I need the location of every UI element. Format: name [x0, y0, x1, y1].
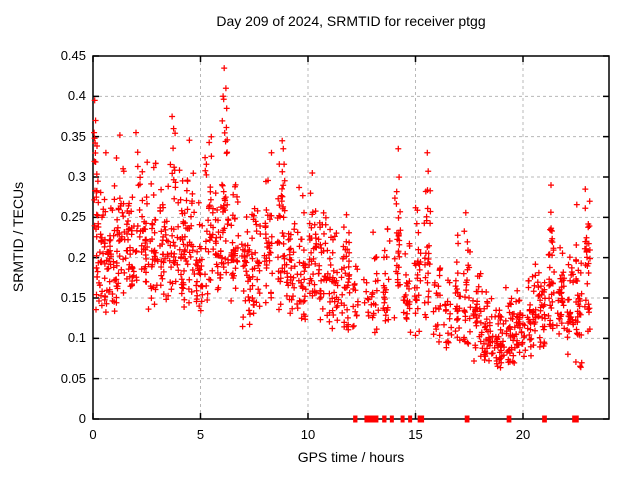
- y-axis-label: SRMTID / TECUs: [10, 181, 26, 293]
- zero-value-marker: [408, 415, 413, 423]
- y-tick-label: 0.4: [67, 88, 86, 104]
- x-tick-label: 0: [89, 427, 97, 442]
- zero-value-marker: [353, 415, 358, 423]
- zero-value-marker: [389, 415, 394, 423]
- zero-value-marker: [542, 415, 547, 423]
- plot-border: [92, 55, 610, 420]
- zero-value-marker: [572, 415, 577, 423]
- x-tick-label: 15: [408, 427, 423, 442]
- y-tick-label: 0.25: [60, 209, 86, 225]
- x-tick-label: 20: [515, 427, 531, 442]
- x-tick-label: 5: [196, 427, 205, 442]
- x-tick-label: 10: [300, 427, 316, 442]
- y-tick-label: 0.3: [67, 169, 86, 184]
- zero-value-marker: [574, 415, 579, 423]
- axis-ticks: [92, 55, 609, 420]
- y-tick-label: 0: [78, 411, 86, 426]
- zero-value-marker: [382, 415, 387, 423]
- chart-title: Day 209 of 2024, SRMTID for receiver ptg…: [216, 13, 486, 29]
- zero-value-marker: [464, 415, 470, 423]
- y-tick-label: 0.35: [60, 128, 86, 144]
- x-axis-label: GPS time / hours: [297, 449, 405, 465]
- y-tick-label: 0.05: [60, 370, 86, 386]
- scatter-points: [91, 65, 593, 371]
- zero-value-marker: [400, 415, 405, 423]
- zero-value-marker: [417, 415, 425, 423]
- zero-value-marker: [506, 415, 512, 423]
- y-tick-label: 0.15: [60, 290, 86, 305]
- y-tick-label: 0.1: [67, 330, 86, 346]
- y-tick-label: 0.45: [60, 48, 86, 63]
- zero-value-marker: [364, 415, 379, 423]
- gridlines: [93, 56, 609, 419]
- y-tick-label: 0.2: [67, 249, 86, 265]
